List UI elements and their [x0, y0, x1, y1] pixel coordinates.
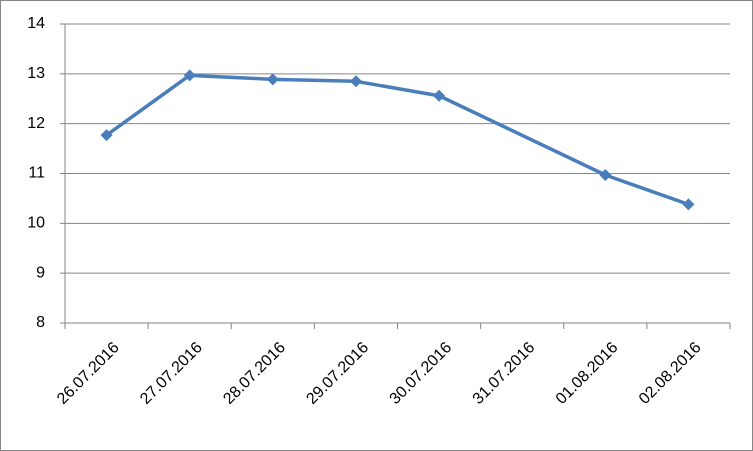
data-marker [183, 69, 196, 82]
data-marker [599, 168, 612, 181]
data-marker [349, 75, 362, 88]
y-tick-label: 12 [27, 115, 45, 132]
y-tick-label: 10 [27, 215, 45, 232]
data-marker [266, 73, 279, 86]
y-tick-label: 13 [27, 65, 45, 82]
y-tick-label: 8 [36, 314, 45, 331]
y-tick-label: 14 [27, 15, 45, 32]
y-tick-label: 11 [28, 165, 45, 182]
data-marker [100, 129, 113, 142]
data-marker [682, 198, 695, 211]
y-tick-label: 9 [36, 264, 45, 281]
data-marker [433, 89, 446, 102]
